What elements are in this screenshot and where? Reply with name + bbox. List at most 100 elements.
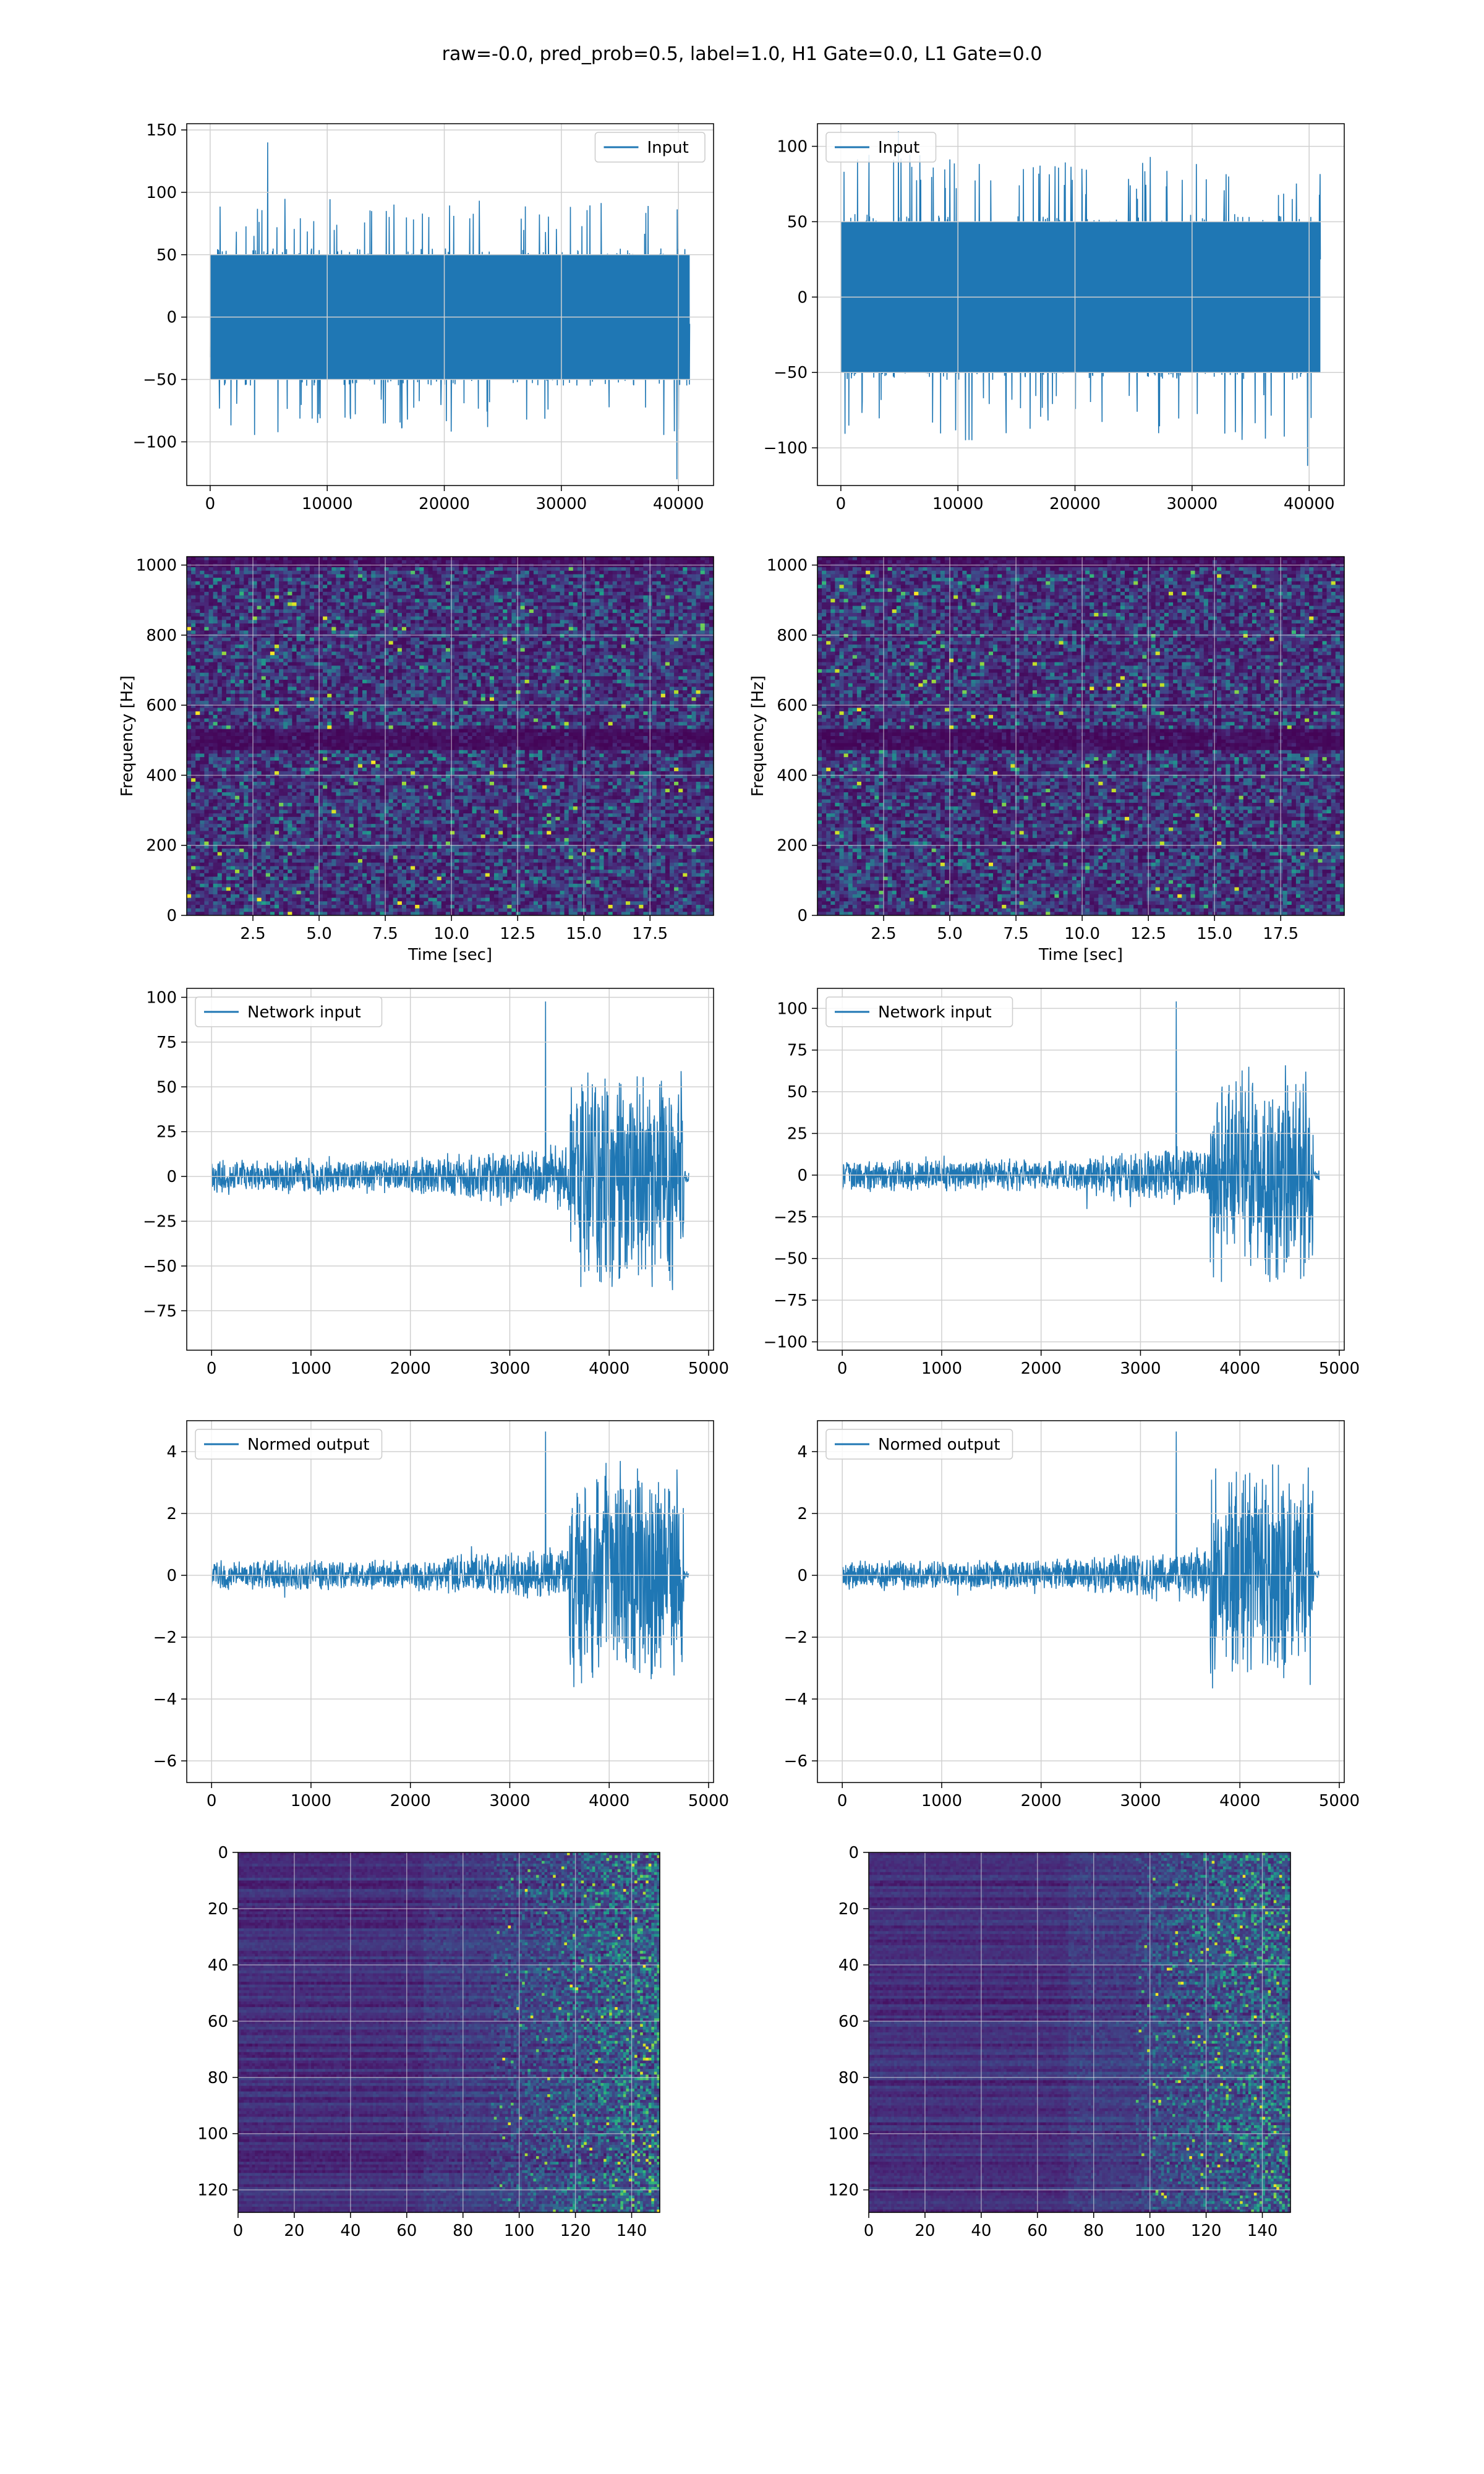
legend: Network input (195, 997, 382, 1027)
y-tick-label: −50 (774, 364, 808, 382)
y-tick-label: 600 (777, 696, 808, 715)
legend-label: Normed output (878, 1436, 1000, 1454)
y-tick-label: −75 (143, 1302, 177, 1320)
x-tick-label: 5.0 (937, 925, 962, 943)
y-tick-label: −50 (774, 1250, 808, 1269)
x-tick-label: 5000 (1319, 1359, 1360, 1378)
x-tick-label: 3000 (1120, 1792, 1161, 1810)
x-tick-label: 30000 (536, 495, 587, 513)
legend-label: Network input (247, 1003, 361, 1022)
x-tick-label: 60 (396, 2222, 417, 2240)
x-tick-label: 0 (205, 495, 216, 513)
y-tick-label: −4 (784, 1690, 808, 1709)
x-tick-label: 1000 (291, 1359, 331, 1378)
y-tick-label: −100 (764, 439, 808, 458)
x-axis-label: Time [sec] (407, 946, 492, 964)
y-tick-label: 120 (828, 2181, 859, 2200)
y-tick-label: 2 (166, 1505, 177, 1523)
x-tick-label: 20000 (419, 495, 470, 513)
x-tick-label: 2000 (1021, 1792, 1062, 1810)
y-tick-label: 400 (777, 766, 808, 785)
y-tick-label: 0 (166, 907, 177, 925)
x-tick-label: 2.5 (871, 925, 896, 943)
y-tick-label: −100 (133, 433, 177, 452)
x-tick-label: 40000 (1284, 495, 1335, 513)
y-tick-label: 75 (787, 1042, 808, 1060)
y-tick-label: −6 (153, 1752, 177, 1771)
chart-net-h1: 0 1000 2000 3000 4000 5000−75−50−250255075100… (143, 988, 729, 1378)
x-tick-label: 15.0 (566, 925, 602, 943)
x-tick-label: 0 (864, 2222, 874, 2240)
y-tick-label: 50 (156, 1078, 177, 1097)
x-tick-label: 7.5 (1003, 925, 1028, 943)
x-tick-label: 12.5 (1130, 925, 1166, 943)
y-axis-label: Frequency [Hz] (749, 675, 767, 797)
y-tick-label: 600 (146, 696, 177, 715)
x-tick-label: 17.5 (632, 925, 668, 943)
series-line-norm-h1 (211, 1432, 689, 1687)
x-tick-label: 140 (616, 2222, 647, 2240)
x-tick-label: 5.0 (306, 925, 331, 943)
x-tick-label: 12.5 (500, 925, 535, 943)
x-tick-label: 0 (233, 2222, 244, 2240)
x-tick-label: 0 (837, 1792, 848, 1810)
y-tick-label: 80 (208, 2069, 228, 2087)
y-axis-label: Frequency [Hz] (118, 675, 137, 797)
y-tick-label: −4 (153, 1690, 177, 1709)
x-tick-label: 5000 (688, 1792, 729, 1810)
y-tick-label: 100 (146, 988, 177, 1007)
x-tick-label: 140 (1247, 2222, 1278, 2240)
y-tick-label: 50 (787, 213, 808, 231)
x-tick-label: 10000 (932, 495, 984, 513)
legend-label: Normed output (247, 1436, 369, 1454)
chart-spec-l1: 2.5 5.0 7.5 10.0 12.5 15.0 17.5020040060080010… (749, 557, 1345, 964)
y-tick-label: 0 (166, 309, 177, 327)
x-tick-label: 120 (560, 2222, 591, 2240)
x-tick-label: 4000 (1219, 1359, 1260, 1378)
y-tick-label: 150 (146, 121, 177, 140)
y-tick-label: −2 (784, 1629, 808, 1647)
y-tick-label: −75 (774, 1291, 808, 1310)
legend: Network input (826, 997, 1013, 1027)
series-line-net-l1 (842, 1001, 1320, 1282)
x-tick-label: 0 (207, 1359, 217, 1378)
y-tick-label: 800 (777, 627, 808, 645)
y-tick-label: 100 (777, 999, 808, 1018)
heatmap-img-h1 (238, 1852, 660, 2213)
y-tick-label: 60 (838, 2013, 859, 2031)
y-tick-label: 80 (838, 2069, 859, 2087)
x-tick-label: 40 (340, 2222, 360, 2240)
x-tick-label: 0 (836, 495, 846, 513)
y-tick-label: 120 (197, 2181, 228, 2200)
legend: Normed output (826, 1429, 1013, 1459)
y-tick-label: 4 (166, 1443, 177, 1462)
y-tick-label: −50 (143, 1257, 177, 1276)
x-tick-label: 5000 (688, 1359, 729, 1378)
y-tick-label: 25 (787, 1125, 808, 1144)
y-tick-label: 0 (166, 1567, 177, 1585)
y-tick-label: 100 (777, 138, 808, 156)
x-tick-label: 20 (284, 2222, 304, 2240)
y-tick-label: 800 (146, 627, 177, 645)
y-tick-label: 25 (156, 1123, 177, 1142)
y-tick-label: 400 (146, 766, 177, 785)
legend: Input (826, 132, 936, 162)
x-tick-label: 60 (1027, 2222, 1047, 2240)
y-tick-label: 0 (797, 907, 808, 925)
y-tick-label: −25 (143, 1212, 177, 1231)
legend: Normed output (195, 1429, 382, 1459)
x-tick-label: 2.5 (240, 925, 265, 943)
y-tick-label: 75 (156, 1034, 177, 1052)
x-tick-label: 80 (453, 2222, 473, 2240)
y-tick-label: 60 (208, 2013, 228, 2031)
y-tick-label: 100 (197, 2125, 228, 2144)
chart-spec-h1: 2.5 5.0 7.5 10.0 12.5 15.0 17.5020040060080010… (118, 557, 714, 964)
x-tick-label: 80 (1083, 2222, 1104, 2240)
x-tick-label: 2000 (390, 1792, 431, 1810)
x-tick-label: 3000 (489, 1359, 530, 1378)
legend-label: Input (647, 139, 689, 157)
heatmap-spec-h1 (187, 557, 714, 916)
x-tick-label: 17.5 (1263, 925, 1298, 943)
